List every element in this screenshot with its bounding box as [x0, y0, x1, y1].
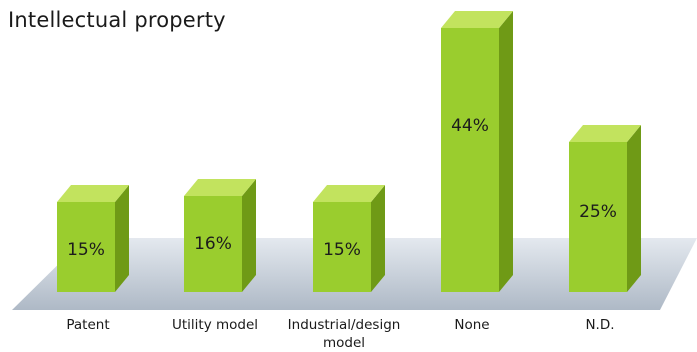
bar-side	[371, 185, 385, 292]
data-label: 16%	[194, 234, 232, 254]
bar	[569, 125, 641, 292]
data-label: 15%	[67, 240, 105, 260]
data-label: 15%	[323, 240, 361, 260]
bar-top	[57, 185, 129, 202]
bar-front	[569, 142, 627, 292]
bar	[57, 185, 129, 292]
bar-front	[441, 28, 499, 292]
bar-side	[115, 185, 129, 292]
bar-front	[57, 202, 115, 292]
data-label: 44%	[451, 116, 489, 136]
x-tick-label: Patent	[66, 317, 110, 333]
bar-side	[242, 179, 256, 292]
bar-front	[184, 196, 242, 292]
bar-top	[441, 11, 513, 28]
bar-front	[313, 202, 371, 292]
bar	[441, 11, 513, 292]
x-tick-label: N.D.	[585, 317, 615, 333]
chart-title: Intellectual property	[8, 8, 226, 32]
bar	[184, 179, 256, 292]
bar-top	[569, 125, 641, 142]
bar-top	[313, 185, 385, 202]
bar-side	[627, 125, 641, 292]
bar-top	[184, 179, 256, 196]
bar	[313, 185, 385, 292]
data-label: 25%	[579, 202, 617, 222]
x-tick-label: Industrial/design model	[287, 317, 401, 351]
x-tick-label: Utility model	[171, 317, 259, 333]
bar-side	[499, 11, 513, 292]
x-tick-label: None	[454, 317, 490, 333]
